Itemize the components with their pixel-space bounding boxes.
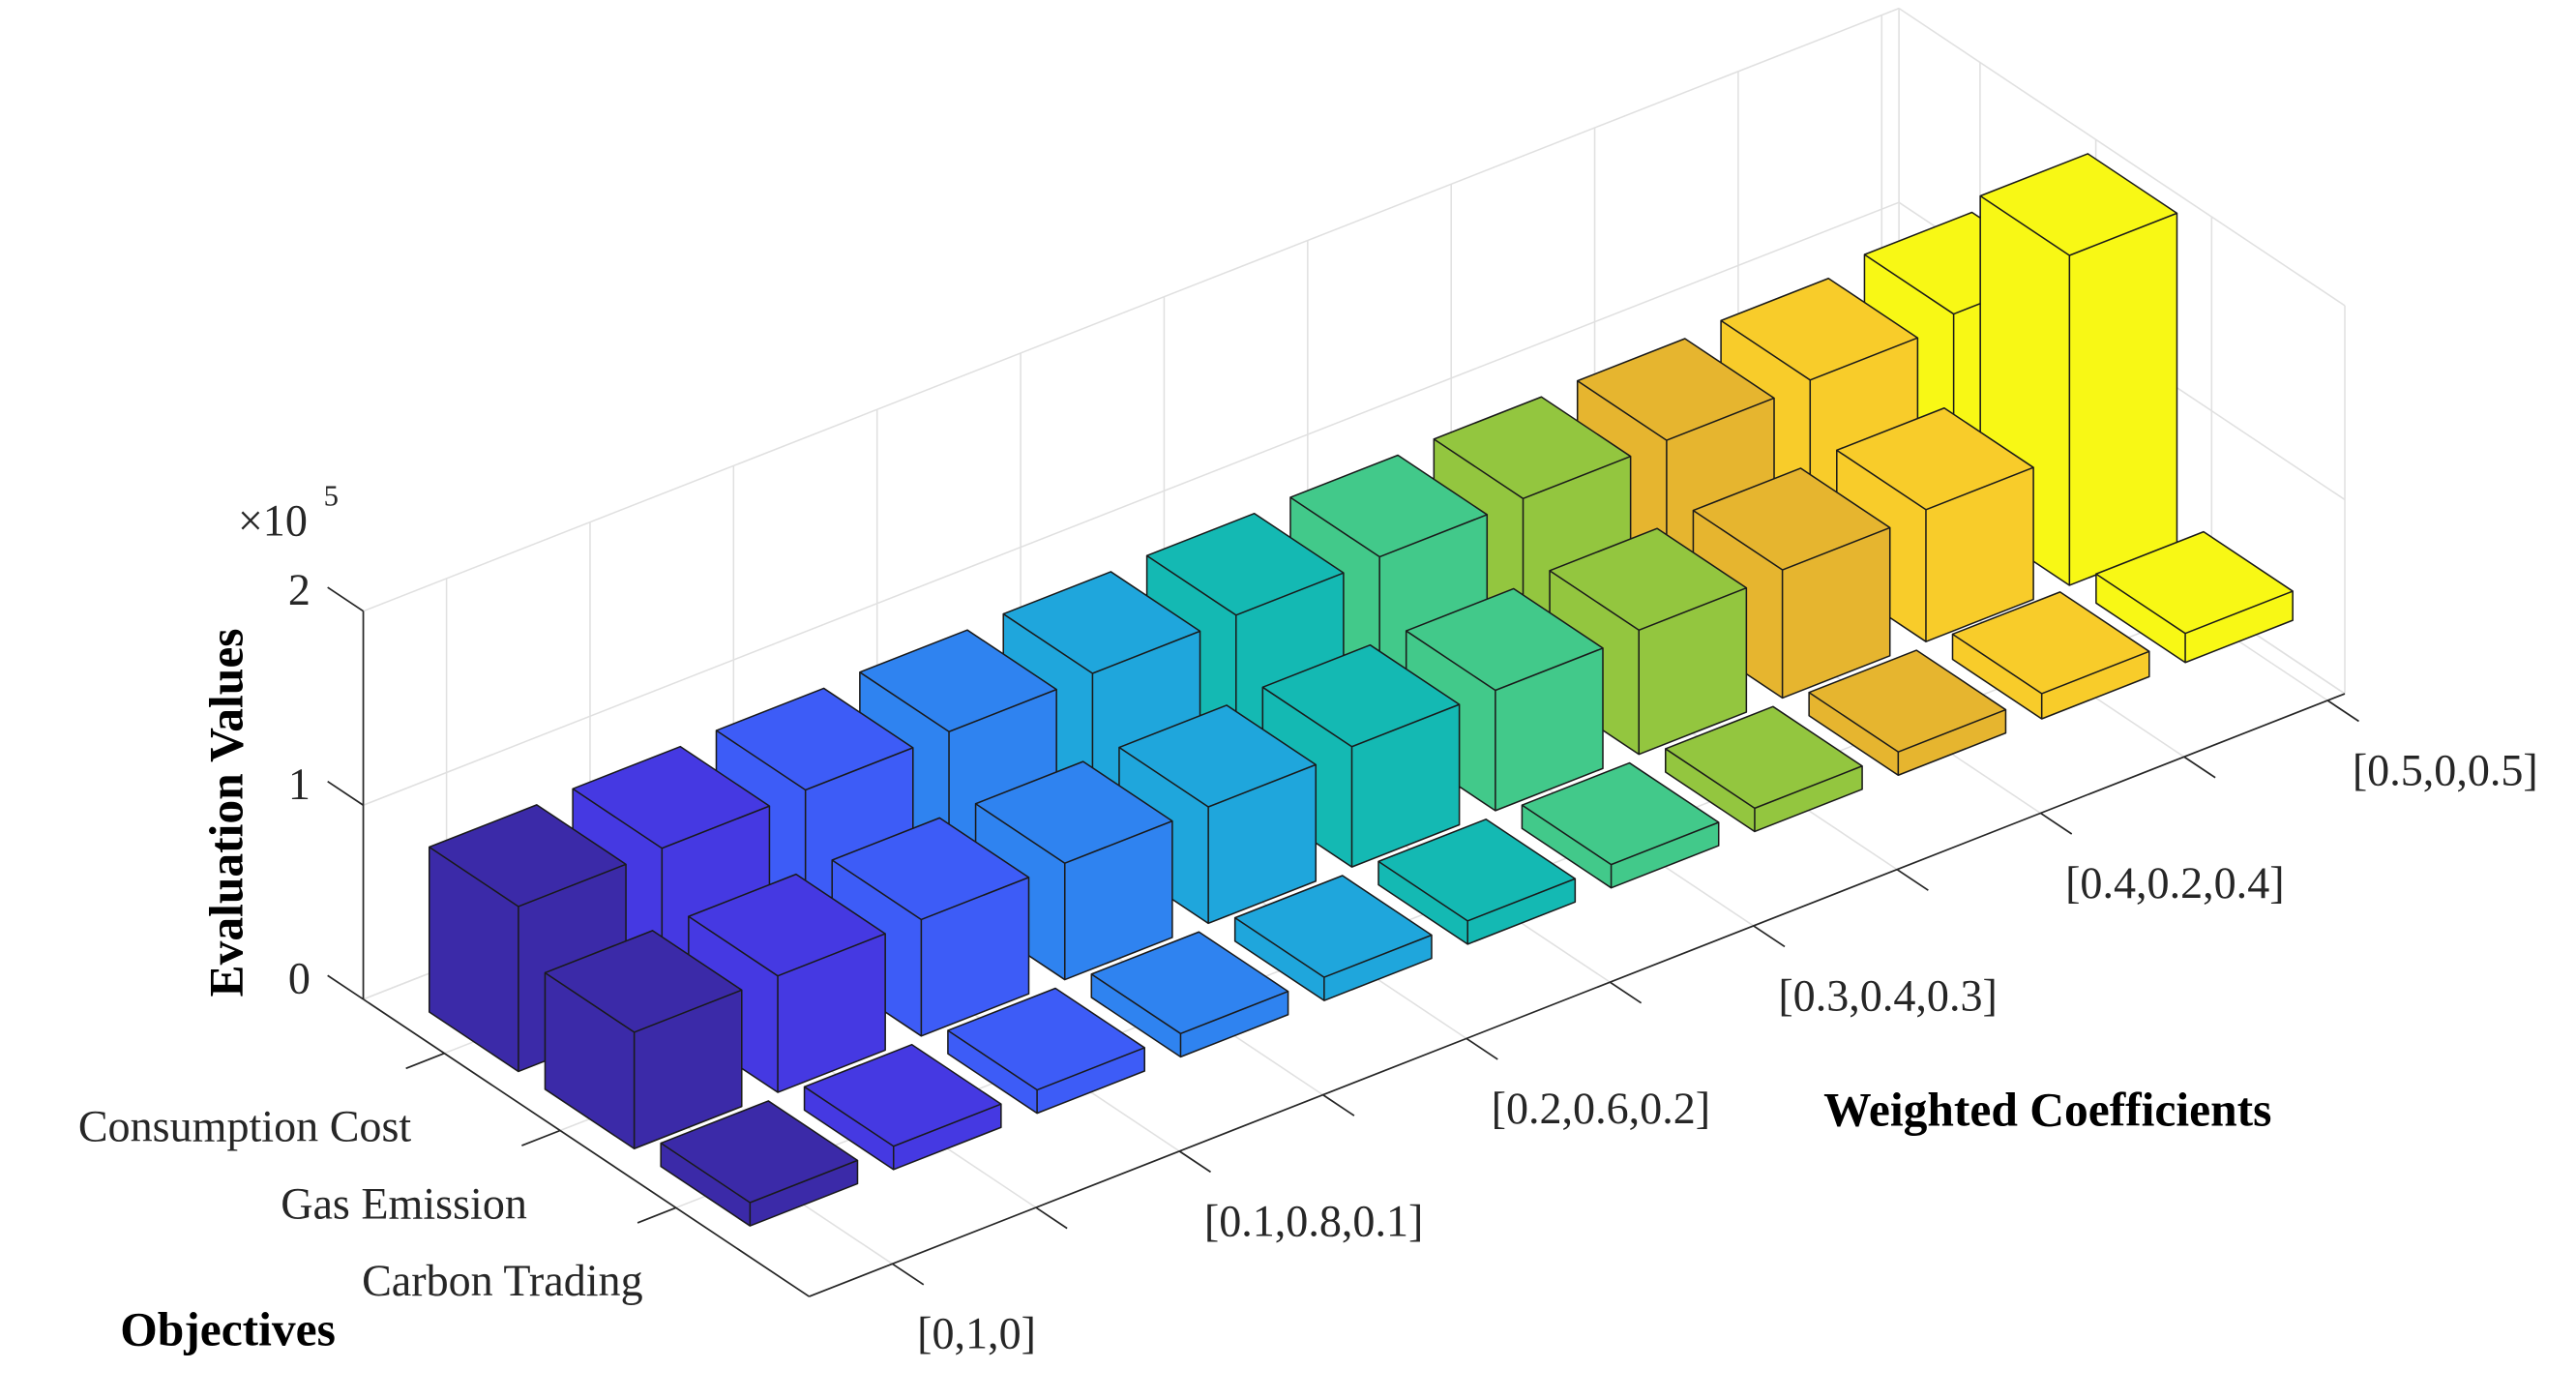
x-tick <box>1896 868 1929 891</box>
y-tick <box>405 1052 445 1070</box>
y-tick-label: Carbon Trading <box>362 1256 643 1305</box>
y-tick <box>521 1129 561 1146</box>
x-tick <box>1753 925 1786 948</box>
x-axis-line <box>809 693 2346 1297</box>
x-tick <box>2183 756 2216 779</box>
z-exponent: 5 <box>324 480 339 513</box>
grid-line <box>1898 7 2346 307</box>
bar <box>1521 761 1720 889</box>
bar <box>1377 819 1577 945</box>
z-tick <box>327 780 365 806</box>
y-tick-label: Gas Emission <box>281 1178 527 1228</box>
x-tick-label: [0.1,0.8,0.1] <box>1204 1196 1424 1245</box>
x-tick-label: [0,1,0] <box>917 1309 1036 1358</box>
grid-line <box>363 201 1900 806</box>
x-tick <box>2039 812 2073 835</box>
bar <box>2095 530 2294 664</box>
x-tick <box>1609 981 1643 1004</box>
x-tick-label: [0.4,0.2,0.4] <box>2065 858 2285 908</box>
x-axis-title: Weighted Coefficients <box>1823 1084 2271 1137</box>
x-tick <box>2326 700 2359 723</box>
z-tick-label: 1 <box>288 759 311 809</box>
x-tick <box>892 1263 925 1286</box>
x-tick <box>1178 1150 1211 1174</box>
y-tick-label: Consumption Cost <box>78 1102 412 1151</box>
bar <box>947 987 1145 1115</box>
bar <box>1808 649 2007 777</box>
grid-line <box>363 7 1900 612</box>
bar <box>1090 931 1289 1058</box>
x-tick <box>1035 1206 1068 1230</box>
y-tick <box>637 1206 677 1224</box>
y-axis-line <box>363 998 810 1297</box>
z-axis-title: Evaluation Values <box>199 628 252 997</box>
x-tick <box>1322 1093 1355 1116</box>
z-tick <box>327 974 365 1000</box>
x-tick-label: [0.3,0.4,0.3] <box>1778 970 1998 1020</box>
x-tick-label: [0.5,0,0.5] <box>2353 745 2538 794</box>
bar <box>803 1043 1002 1171</box>
bar <box>1233 875 1433 1001</box>
z-tick-label: 2 <box>288 565 311 614</box>
y-axis-title: Objectives <box>120 1303 336 1356</box>
x-tick <box>1466 1037 1498 1060</box>
bar <box>660 1100 859 1227</box>
z-tick-label: 0 <box>288 953 311 1002</box>
bar <box>1664 705 1863 833</box>
z-tick <box>327 586 365 612</box>
bar <box>1951 591 2150 720</box>
x-tick-label: [0.2,0.6,0.2] <box>1492 1084 1711 1133</box>
bar <box>544 930 743 1150</box>
z-multiplier: ×10 <box>238 495 308 545</box>
